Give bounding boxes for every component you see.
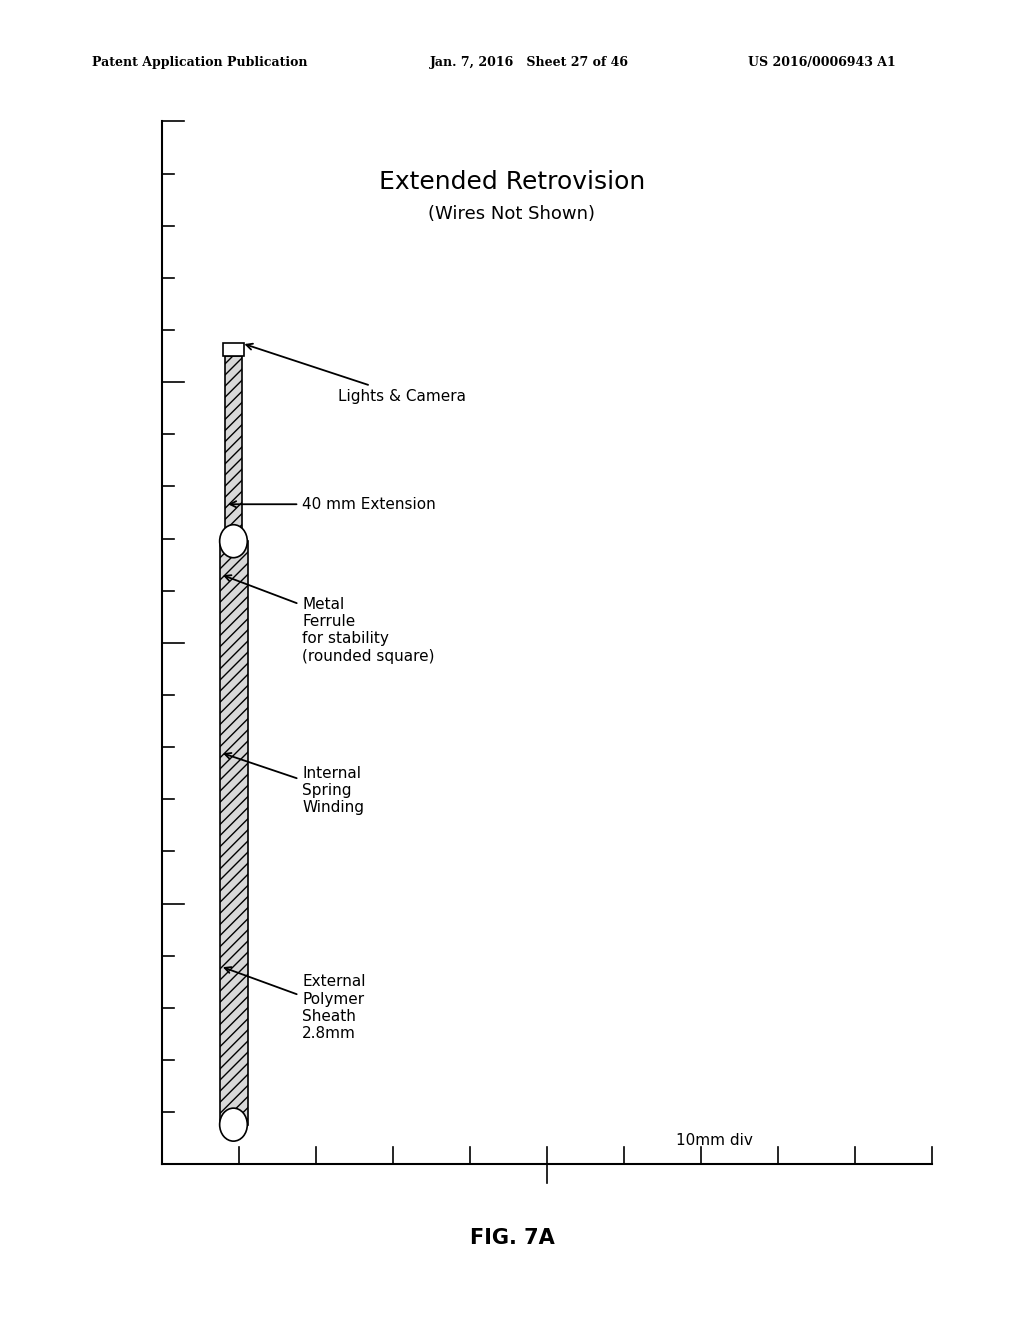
Text: Lights & Camera: Lights & Camera: [246, 343, 466, 404]
Bar: [225, 356, 242, 541]
Text: 40 mm Extension: 40 mm Extension: [230, 496, 436, 512]
Text: US 2016/0006943 A1: US 2016/0006943 A1: [748, 55, 895, 69]
Text: Metal
Ferrule
for stability
(rounded square): Metal Ferrule for stability (rounded squ…: [224, 576, 434, 664]
Text: Extended Retrovision: Extended Retrovision: [379, 170, 645, 194]
Text: Patent Application Publication: Patent Application Publication: [92, 55, 307, 69]
Bar: [223, 343, 244, 356]
Text: Jan. 7, 2016   Sheet 27 of 46: Jan. 7, 2016 Sheet 27 of 46: [430, 55, 629, 69]
Text: 10mm div: 10mm div: [676, 1133, 753, 1148]
Text: External
Polymer
Sheath
2.8mm: External Polymer Sheath 2.8mm: [224, 968, 366, 1041]
Bar: [220, 541, 248, 1125]
Text: (Wires Not Shown): (Wires Not Shown): [428, 205, 596, 223]
Ellipse shape: [220, 1109, 248, 1140]
Text: FIG. 7A: FIG. 7A: [470, 1228, 554, 1249]
Text: Internal
Spring
Winding: Internal Spring Winding: [224, 752, 365, 816]
Ellipse shape: [220, 525, 248, 557]
